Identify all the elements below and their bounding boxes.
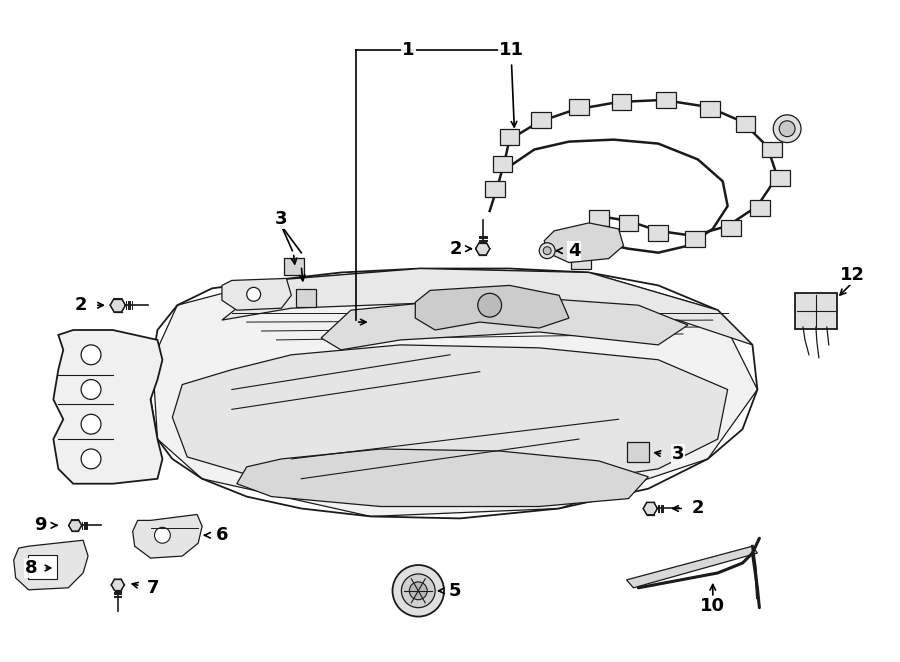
FancyBboxPatch shape: [627, 442, 649, 462]
Circle shape: [539, 243, 555, 259]
FancyBboxPatch shape: [648, 225, 668, 241]
Text: 3: 3: [671, 445, 684, 463]
FancyBboxPatch shape: [735, 116, 755, 132]
Circle shape: [81, 449, 101, 469]
FancyBboxPatch shape: [492, 156, 512, 172]
Text: 12: 12: [840, 267, 865, 285]
Polygon shape: [222, 279, 292, 310]
Text: 8: 8: [25, 559, 38, 577]
FancyBboxPatch shape: [656, 92, 676, 108]
Polygon shape: [321, 295, 688, 350]
Text: 3: 3: [275, 210, 288, 228]
FancyBboxPatch shape: [284, 258, 304, 275]
FancyBboxPatch shape: [569, 99, 589, 115]
Polygon shape: [644, 502, 657, 514]
Polygon shape: [172, 345, 728, 491]
Circle shape: [81, 379, 101, 399]
Circle shape: [779, 120, 795, 136]
Polygon shape: [415, 285, 569, 330]
FancyBboxPatch shape: [589, 210, 608, 226]
FancyBboxPatch shape: [762, 142, 782, 158]
Text: 2: 2: [75, 296, 87, 314]
Text: 4: 4: [568, 242, 580, 260]
Polygon shape: [14, 540, 88, 590]
Circle shape: [81, 345, 101, 365]
Polygon shape: [222, 269, 752, 345]
Text: 10: 10: [700, 596, 725, 615]
FancyBboxPatch shape: [28, 555, 58, 579]
Circle shape: [247, 287, 261, 301]
Polygon shape: [152, 269, 758, 516]
Text: 1: 1: [402, 41, 415, 60]
Text: 9: 9: [34, 516, 47, 534]
FancyBboxPatch shape: [531, 112, 551, 128]
Circle shape: [155, 528, 170, 544]
FancyBboxPatch shape: [485, 181, 505, 197]
FancyBboxPatch shape: [751, 200, 770, 216]
Polygon shape: [544, 223, 624, 263]
Polygon shape: [475, 242, 490, 255]
Circle shape: [544, 247, 551, 255]
FancyBboxPatch shape: [721, 220, 741, 236]
Text: 7: 7: [147, 579, 158, 597]
Circle shape: [401, 574, 435, 608]
FancyBboxPatch shape: [770, 170, 790, 186]
Polygon shape: [237, 449, 648, 506]
Text: 11: 11: [499, 41, 524, 60]
Text: 2: 2: [692, 500, 704, 518]
FancyBboxPatch shape: [571, 253, 590, 269]
Polygon shape: [112, 579, 124, 591]
Polygon shape: [132, 514, 202, 558]
Polygon shape: [68, 520, 82, 531]
Circle shape: [773, 115, 801, 142]
Circle shape: [392, 565, 444, 616]
FancyBboxPatch shape: [700, 101, 720, 117]
Circle shape: [478, 293, 501, 317]
Text: 6: 6: [216, 526, 229, 544]
FancyBboxPatch shape: [500, 128, 519, 144]
FancyBboxPatch shape: [618, 215, 638, 231]
FancyBboxPatch shape: [296, 289, 316, 307]
FancyBboxPatch shape: [795, 293, 837, 329]
Text: 5: 5: [449, 582, 461, 600]
FancyBboxPatch shape: [612, 94, 632, 110]
Circle shape: [410, 582, 427, 600]
FancyBboxPatch shape: [685, 231, 705, 247]
Polygon shape: [53, 330, 162, 484]
Polygon shape: [626, 546, 758, 588]
Text: 2: 2: [450, 240, 463, 258]
Polygon shape: [110, 299, 125, 312]
Circle shape: [81, 414, 101, 434]
